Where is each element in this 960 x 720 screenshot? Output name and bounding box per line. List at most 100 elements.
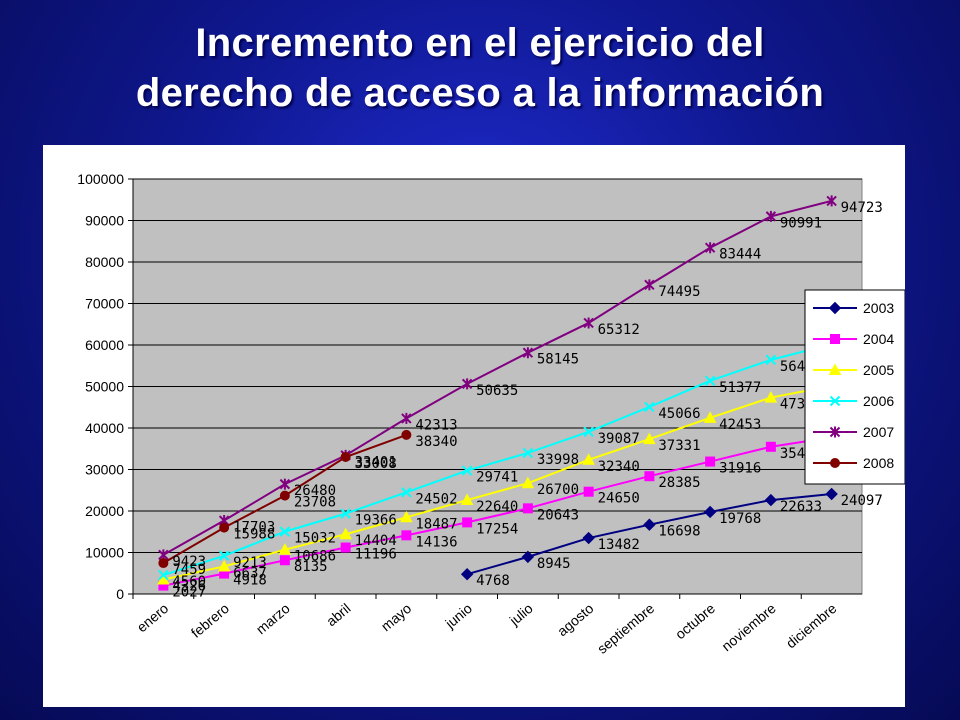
data-point-2006 — [583, 426, 594, 437]
data-label-2004: 2027 — [172, 585, 206, 601]
legend-entry: 2008 — [863, 455, 894, 471]
data-point-2004 — [279, 555, 290, 566]
legend-swatch-marker — [830, 334, 840, 344]
x-tick-label: febrero — [188, 600, 232, 641]
data-point-2003 — [643, 518, 656, 531]
data-point-2008 — [340, 452, 351, 463]
data-point-2005 — [582, 453, 595, 465]
data-label-2006: 39087 — [598, 431, 640, 447]
data-label-2006: 33998 — [537, 452, 579, 468]
y-tick-label: 60000 — [85, 337, 124, 353]
line-chart: 0 10000 20000 30000 40000 50000 60000 70000 8000… — [77, 171, 905, 657]
data-point-2008 — [279, 490, 290, 501]
legend-entry: 2007 — [863, 424, 894, 440]
data-point-2005 — [764, 391, 778, 403]
legend-entry: 2006 — [863, 393, 894, 409]
data-label-2003: 16698 — [658, 524, 700, 540]
series-line-2006 — [163, 343, 832, 577]
data-point-2007 — [401, 412, 412, 424]
x-tick-label: marzo — [253, 600, 293, 637]
legend-swatch-marker — [829, 426, 841, 438]
data-point-2007 — [644, 279, 655, 291]
data-point-2004 — [765, 441, 776, 452]
data-label-2008: 15988 — [233, 527, 275, 543]
series-line-2007 — [162, 199, 832, 556]
data-point-2006 — [765, 354, 777, 366]
x-tick-label: enero — [134, 600, 172, 635]
x-tick-label: agosto — [554, 600, 597, 639]
data-label-2003: 24097 — [841, 493, 883, 509]
data-point-2007 — [826, 195, 837, 207]
x-tick-label: julio — [506, 600, 536, 629]
data-label-2005: 4326 — [172, 578, 206, 594]
data-point-2007 — [583, 317, 594, 329]
data-point-2004 — [583, 486, 594, 497]
data-point-2005 — [521, 476, 535, 489]
data-point-2007 — [279, 478, 291, 490]
data-label-2004: 20643 — [537, 507, 579, 523]
legend-swatch-marker — [828, 363, 842, 375]
data-point-2006 — [340, 508, 351, 519]
series-line-2004 — [163, 436, 832, 587]
data-point-2007 — [765, 210, 777, 222]
y-tick-label: 70000 — [85, 296, 124, 312]
data-label-2005: 22640 — [476, 499, 518, 515]
data-point-2005 — [217, 559, 231, 572]
data-point-2008 — [401, 429, 412, 440]
title-line-2: derecho de acceso a la información — [135, 71, 825, 115]
data-label-2004: 31916 — [719, 461, 761, 477]
data-label-2006: 29741 — [476, 470, 518, 486]
data-point-2003 — [764, 493, 778, 507]
x-tick-label: septiembre — [594, 600, 658, 657]
data-point-2008 — [158, 558, 169, 569]
data-point-2006 — [704, 375, 716, 386]
x-tick-label: mayo — [378, 600, 415, 634]
data-point-2007 — [461, 378, 473, 390]
data-label-2007: 33401 — [355, 454, 397, 470]
data-point-2007 — [704, 242, 716, 254]
data-label-2007: 58145 — [537, 352, 579, 368]
data-point-2004 — [401, 530, 412, 541]
data-point-2005 — [400, 510, 413, 523]
data-label-2008: 23708 — [294, 495, 336, 511]
data-label-2004: 11196 — [355, 547, 397, 563]
y-tick-label: 40000 — [85, 420, 124, 436]
data-label-2005: 14404 — [355, 533, 397, 549]
data-point-2004 — [644, 471, 655, 482]
y-tick-label: 80000 — [85, 254, 124, 270]
data-point-2004 — [462, 517, 473, 528]
data-point-2003 — [582, 531, 595, 545]
legend-entry: 2004 — [863, 331, 894, 347]
data-point-2006 — [279, 526, 291, 537]
legend-swatch-marker — [829, 395, 841, 407]
data-label-2005: 10686 — [294, 549, 336, 565]
data-label-2007: 42313 — [415, 417, 457, 433]
data-label-2007: 9423 — [172, 554, 206, 570]
data-label-2005: 37331 — [658, 438, 700, 454]
data-label-2003: 13482 — [598, 537, 640, 553]
y-tick-label: 50000 — [85, 379, 124, 395]
data-point-2003 — [521, 550, 535, 564]
legend-swatch-marker — [828, 301, 842, 315]
data-point-2007 — [522, 347, 534, 359]
data-point-2006 — [461, 465, 473, 476]
legend-entry: 2003 — [863, 300, 894, 316]
data-point-2006 — [218, 550, 230, 561]
data-label-2006: 9213 — [233, 555, 267, 571]
data-point-2008 — [219, 522, 230, 533]
data-label-2006: 19366 — [355, 513, 397, 529]
data-label-2007: 50635 — [476, 383, 518, 399]
data-label-2007: 65312 — [598, 322, 640, 338]
data-label-2005: 18487 — [415, 516, 457, 532]
data-label-2003: 19768 — [719, 511, 761, 527]
data-point-2005 — [460, 493, 474, 506]
data-point-2006 — [644, 401, 655, 413]
y-tick-label: 100000 — [77, 171, 124, 187]
data-label-2006: 45066 — [658, 406, 700, 422]
data-label-2006: 4560 — [172, 574, 206, 590]
data-point-2003 — [703, 505, 717, 519]
data-point-2005 — [703, 411, 717, 423]
data-label-2006: 51377 — [719, 380, 761, 396]
data-point-2005 — [643, 432, 656, 445]
x-tick-label: octubre — [672, 600, 718, 642]
